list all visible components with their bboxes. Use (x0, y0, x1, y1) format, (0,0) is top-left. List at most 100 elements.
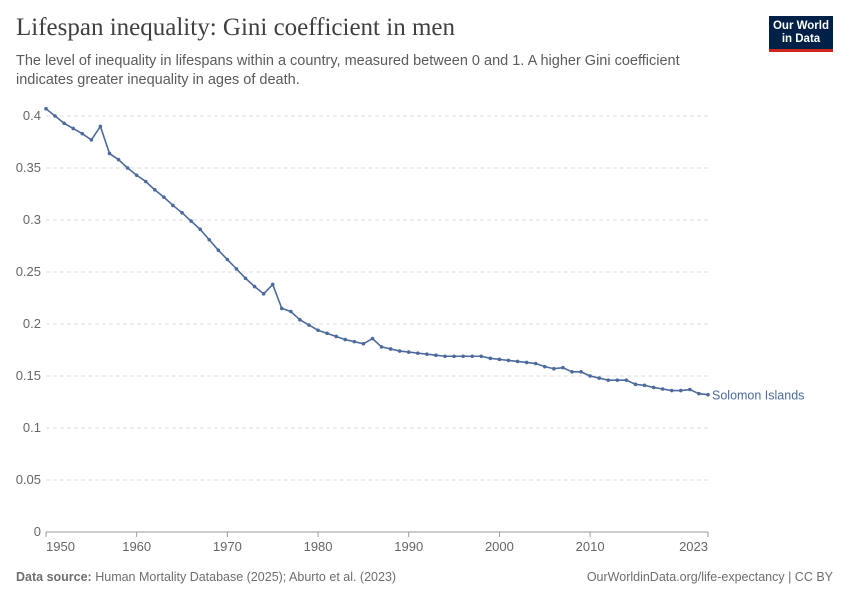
data-source: Data source: Human Mortality Database (2… (16, 570, 396, 584)
data-point (524, 360, 529, 365)
x-tick-label: 1980 (304, 539, 333, 554)
y-tick-label: 0 (34, 524, 41, 539)
y-tick-label: 0.2 (23, 316, 41, 331)
data-point (207, 237, 212, 242)
source-label: Data source: (16, 570, 92, 584)
data-point (633, 382, 638, 387)
data-point (579, 370, 583, 374)
data-point (688, 387, 692, 392)
data-point (53, 114, 57, 118)
data-point (107, 151, 112, 156)
data-point (234, 267, 239, 271)
data-point (542, 364, 547, 369)
data-point (706, 392, 710, 397)
data-point (552, 366, 556, 371)
data-point (216, 248, 221, 252)
data-point (515, 359, 520, 364)
data-point (379, 345, 384, 349)
data-point (588, 374, 592, 378)
chart-title: Lifespan inequality: Gini coefficient in… (16, 14, 455, 41)
data-point (697, 391, 701, 396)
data-point (479, 354, 484, 359)
data-point (506, 358, 511, 363)
data-point (452, 354, 456, 359)
data-point (298, 318, 302, 322)
data-point (334, 334, 338, 339)
data-point (488, 356, 493, 361)
data-point (44, 106, 48, 111)
x-tick-label: 2023 (679, 539, 708, 554)
data-point (425, 352, 429, 356)
x-tick-label: 1960 (122, 539, 151, 554)
x-tick-label: 1970 (213, 539, 242, 554)
data-point (325, 331, 329, 336)
data-point (243, 276, 248, 281)
data-point (307, 323, 311, 327)
data-point (71, 126, 76, 131)
data-point (434, 353, 438, 358)
y-tick-label: 0.1 (23, 420, 41, 435)
x-tick-label: 2010 (576, 539, 605, 554)
series-line (45, 108, 709, 396)
data-point (470, 354, 475, 359)
y-tick-label: 0.3 (23, 212, 41, 227)
data-point (162, 195, 166, 199)
x-tick-label: 1950 (46, 539, 75, 554)
data-point (388, 347, 393, 351)
data-point (80, 131, 85, 136)
data-point (669, 388, 674, 393)
data-point (261, 292, 266, 296)
source-text: Human Mortality Database (2025); Aburto … (95, 570, 397, 584)
data-point (89, 138, 94, 142)
data-point (570, 370, 574, 374)
data-point (561, 365, 565, 370)
data-point (606, 378, 611, 382)
data-point (143, 179, 148, 184)
data-point (397, 349, 402, 353)
data-point (461, 354, 465, 359)
x-tick-label: 1990 (394, 539, 423, 554)
data-point (352, 339, 357, 344)
data-point (116, 157, 121, 162)
data-point (406, 350, 411, 354)
data-point (252, 284, 257, 289)
data-point (125, 166, 130, 170)
data-point (533, 361, 538, 366)
data-point (624, 378, 629, 382)
y-tick-label: 0.25 (16, 264, 41, 279)
data-point (615, 378, 620, 382)
data-point (225, 257, 230, 262)
data-point (289, 309, 293, 314)
chart-subtitle: The level of inequality in lifespans wit… (16, 53, 680, 88)
data-point (651, 385, 656, 390)
data-point (180, 210, 184, 215)
y-tick-label: 0.15 (16, 368, 41, 383)
data-point (343, 337, 348, 342)
data-point (316, 328, 320, 333)
data-point (62, 121, 66, 126)
data-point (361, 341, 366, 346)
data-point (678, 388, 683, 393)
y-tick-label: 0.4 (23, 108, 41, 123)
data-point (189, 219, 193, 223)
data-point (642, 383, 647, 388)
data-point (416, 351, 420, 355)
data-point (171, 203, 175, 208)
data-point (198, 227, 202, 232)
data-point (597, 376, 601, 380)
data-point (497, 357, 502, 362)
y-tick-label: 0.35 (16, 160, 41, 175)
x-tick-label: 2000 (485, 539, 514, 554)
series-label: Solomon Islands (712, 389, 804, 403)
data-point (134, 173, 139, 178)
y-tick-label: 0.05 (16, 472, 41, 487)
data-point (98, 124, 103, 129)
data-point (370, 336, 375, 341)
data-point (443, 354, 447, 359)
data-point (270, 282, 275, 287)
owid-logo[interactable]: Our World in Data (769, 16, 833, 52)
data-point (279, 306, 284, 311)
data-point (660, 387, 665, 391)
footer-link[interactable]: OurWorldinData.org/life-expectancy | CC … (586, 570, 833, 584)
